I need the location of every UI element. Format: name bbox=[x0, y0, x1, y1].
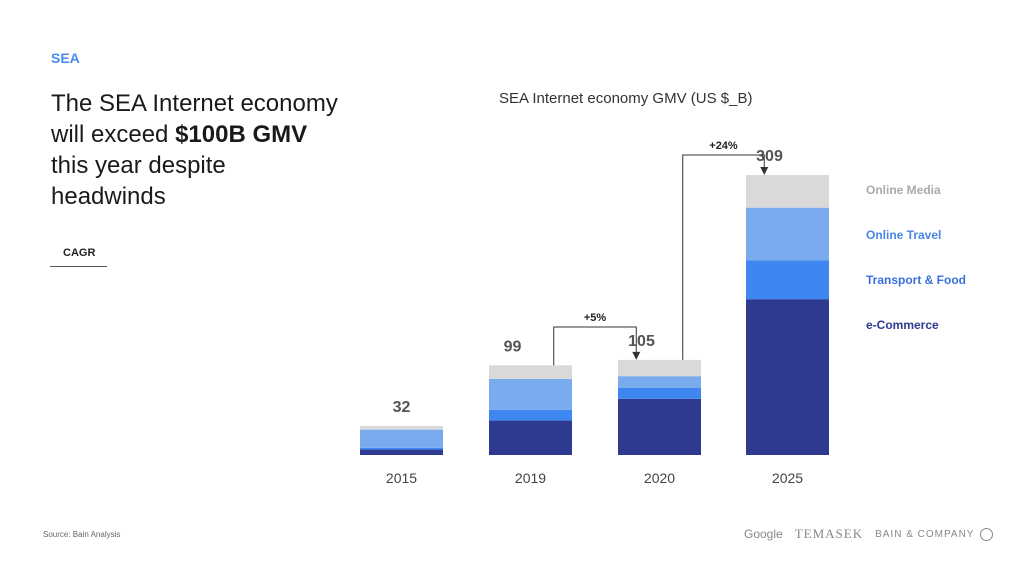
bar-segment-transport-food-2019 bbox=[489, 409, 572, 421]
bar-segment-online-media-2020 bbox=[618, 359, 701, 377]
bain-logo-icon bbox=[980, 527, 994, 541]
total-label: 105 bbox=[628, 333, 655, 350]
bar-segment-e-commerce-2025 bbox=[746, 299, 829, 455]
partner-logos: Google TEMASEK BAIN & COMPANY bbox=[744, 526, 994, 542]
cagr-annotation: +24% bbox=[709, 140, 738, 152]
x-tick-label: 2025 bbox=[772, 470, 803, 486]
legend-entry: Online Media bbox=[866, 183, 941, 197]
chart-title: SEA Internet economy GMV (US $_B) bbox=[499, 90, 753, 107]
x-tick-label: 2015 bbox=[386, 470, 417, 486]
bar-segment-online-travel-2025 bbox=[746, 207, 829, 261]
cagr-underline bbox=[50, 266, 107, 267]
source-note: Source: Bain Analysis bbox=[43, 530, 121, 539]
total-label: 32 bbox=[393, 399, 411, 416]
total-label: 99 bbox=[504, 338, 522, 355]
cagr-arrow bbox=[682, 154, 765, 360]
arrow-head bbox=[632, 351, 641, 360]
bar-segment-transport-food-2025 bbox=[746, 260, 829, 300]
total-label: 309 bbox=[756, 148, 783, 165]
google-logo: Google bbox=[744, 527, 783, 541]
bar-segment-online-travel-2019 bbox=[489, 378, 572, 410]
bar-segment-online-media-2025 bbox=[746, 175, 829, 208]
bar-segment-e-commerce-2019 bbox=[489, 420, 572, 455]
bar-segment-e-commerce-2015 bbox=[360, 449, 443, 455]
headline-text: The SEA Internet economy will exceed bbox=[51, 90, 338, 148]
bain-logo: BAIN & COMPANY bbox=[875, 528, 975, 540]
headline-text-end: this year despite headwinds bbox=[51, 152, 226, 210]
legend-entry: Transport & Food bbox=[866, 273, 966, 287]
bar-segment-online-travel-2020 bbox=[618, 376, 701, 388]
bar-segment-online-media-2019 bbox=[489, 365, 572, 379]
temasek-logo: TEMASEK bbox=[794, 526, 864, 541]
bar-segment-transport-food-2020 bbox=[618, 387, 701, 399]
cagr-label: CAGR bbox=[63, 247, 96, 259]
section-tag: SEA bbox=[51, 50, 80, 66]
headline: The SEA Internet economy will exceed $10… bbox=[51, 88, 341, 212]
legend-entry: Online Travel bbox=[866, 228, 941, 242]
bar-segment-online-travel-2015 bbox=[360, 429, 443, 448]
x-tick-label: 2019 bbox=[515, 470, 546, 486]
headline-bold: $100B GMV bbox=[175, 121, 308, 148]
cagr-arrow bbox=[553, 326, 637, 366]
legend-entry: e-Commerce bbox=[866, 318, 939, 332]
bar-segment-transport-food-2015 bbox=[360, 447, 443, 450]
bar-segment-online-media-2015 bbox=[360, 426, 443, 430]
cagr-annotation: +5% bbox=[584, 312, 607, 324]
x-tick-label: 2020 bbox=[644, 470, 675, 486]
bar-segment-e-commerce-2020 bbox=[618, 398, 701, 455]
arrow-head bbox=[760, 167, 769, 176]
